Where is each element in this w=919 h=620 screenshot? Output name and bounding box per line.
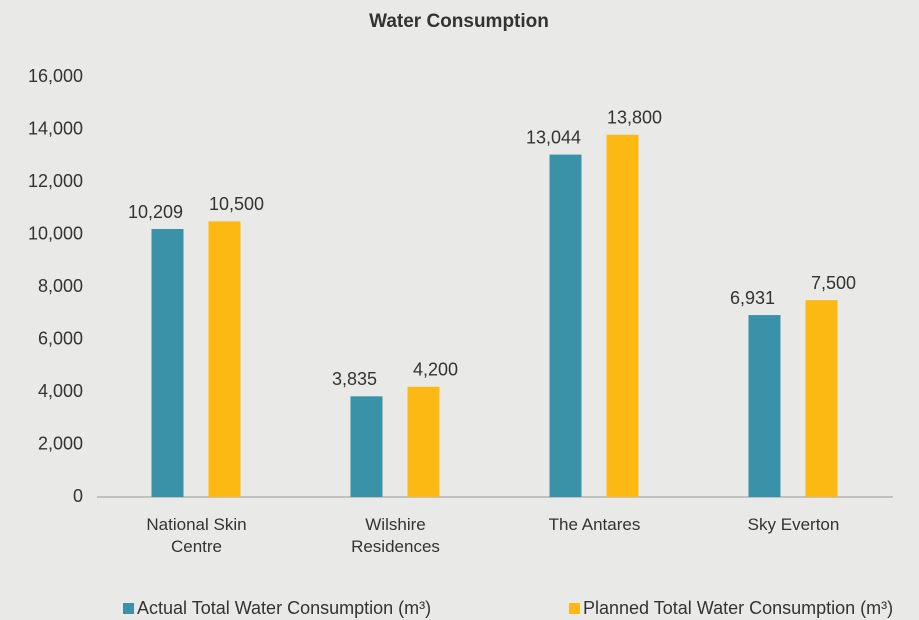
- y-tick-label: 6,000: [38, 328, 83, 348]
- value-label: 10,500: [209, 194, 264, 214]
- bar: [151, 229, 184, 498]
- y-tick-label: 0: [73, 486, 83, 506]
- y-tick-label: 4,000: [38, 381, 83, 401]
- x-tick-label: Wilshire Residences: [351, 515, 440, 556]
- bar: [208, 221, 241, 497]
- bar: [407, 386, 440, 497]
- bar: [805, 300, 838, 497]
- y-tick-label: 16,000: [28, 66, 83, 86]
- y-tick-label: 14,000: [28, 118, 83, 138]
- x-tick-label: The Antares: [548, 515, 641, 534]
- y-tick-label: 12,000: [28, 171, 83, 191]
- value-label: 13,800: [607, 108, 662, 128]
- legend-swatch: [569, 603, 580, 614]
- y-tick-label: 2,000: [38, 433, 83, 453]
- bar: [606, 134, 639, 497]
- value-label: 4,200: [413, 360, 458, 380]
- value-label: 3,835: [332, 369, 377, 389]
- x-tick-label: Sky Everton: [747, 515, 840, 534]
- bar: [350, 396, 383, 497]
- value-label: 10,209: [128, 202, 183, 222]
- y-tick-label: 8,000: [38, 276, 83, 296]
- x-tick-label: National Skin Centre: [146, 515, 247, 556]
- value-label: 6,931: [730, 288, 775, 308]
- bar: [748, 315, 781, 497]
- value-label: 7,500: [811, 273, 856, 293]
- legend-swatch: [123, 603, 134, 614]
- legend-label: Actual Total Water Consumption (m³): [137, 598, 431, 618]
- y-tick-label: 10,000: [28, 223, 83, 243]
- legend-label: Planned Total Water Consumption (m³): [583, 598, 893, 618]
- bar: [549, 154, 582, 497]
- value-label: 13,044: [526, 127, 581, 147]
- chart-title: Water Consumption: [369, 11, 549, 32]
